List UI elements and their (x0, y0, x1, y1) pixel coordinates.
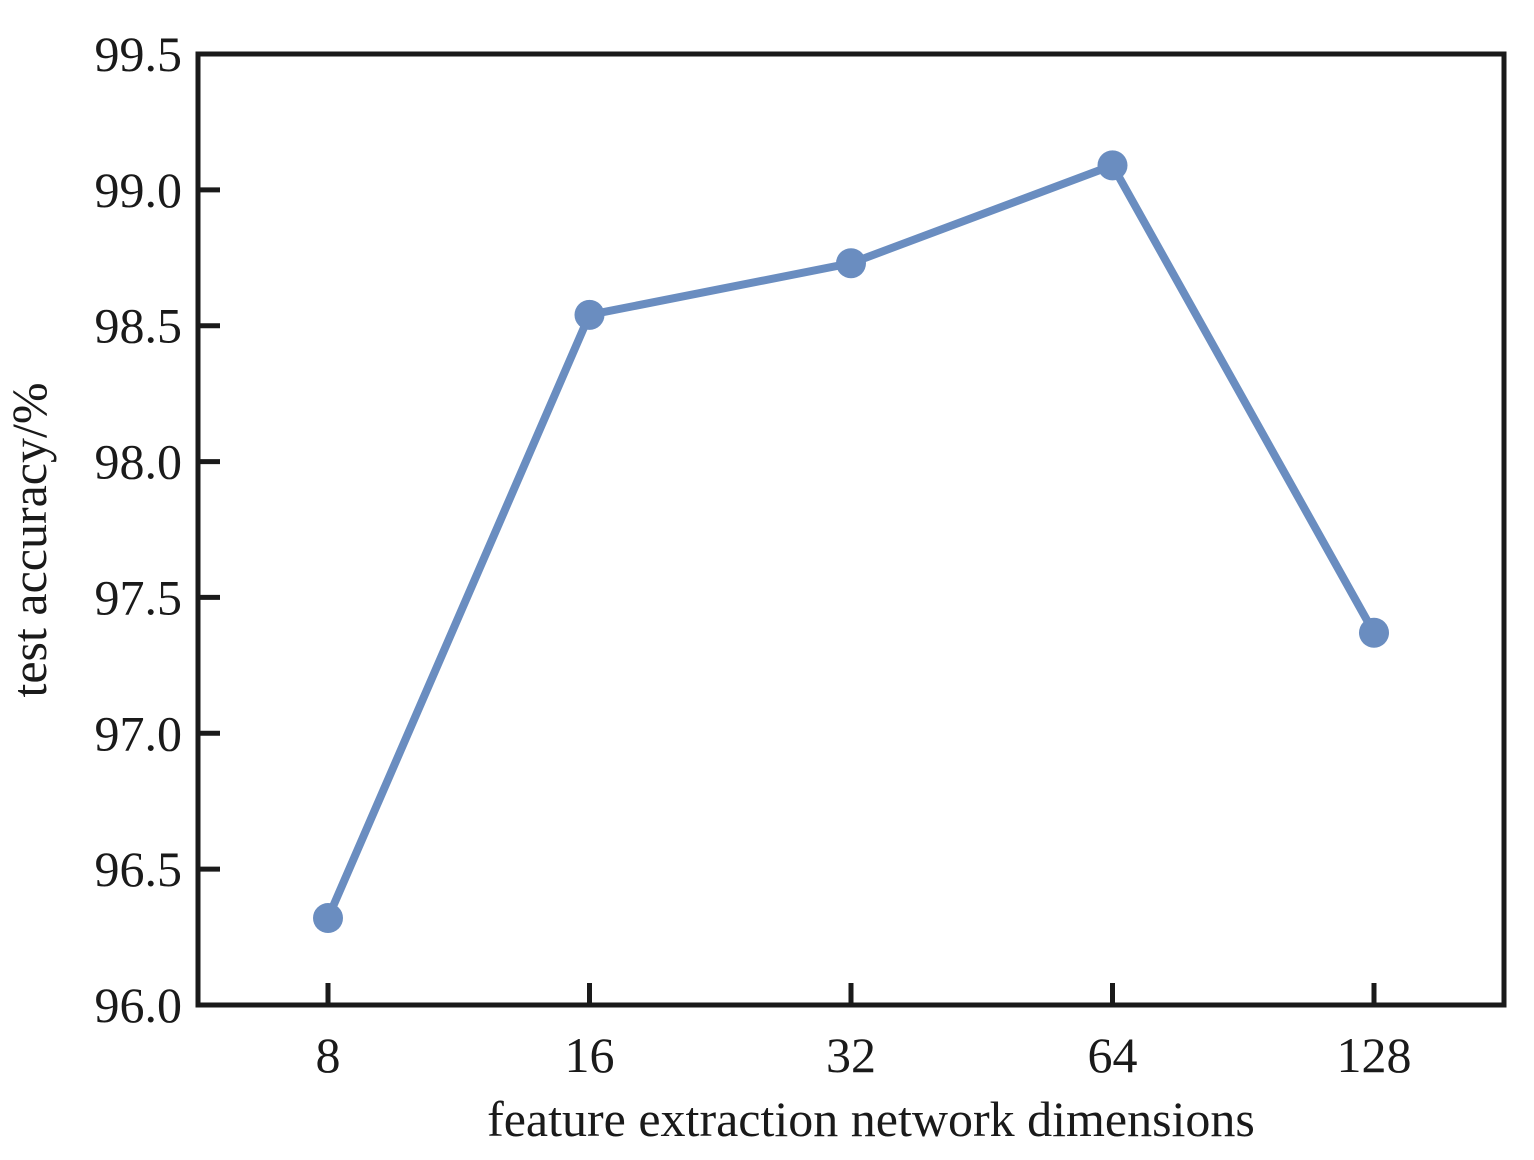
series-points (313, 150, 1389, 934)
y-tick-label: 98.5 (95, 298, 183, 354)
x-tick-label: 16 (565, 1027, 615, 1083)
x-tick-label: 128 (1337, 1027, 1412, 1083)
data-point (836, 248, 866, 279)
data-point (574, 299, 605, 330)
y-axis-title: test accuracy/% (1, 382, 57, 697)
series-line (324, 161, 1378, 923)
x-tick-label: 32 (826, 1027, 876, 1083)
x-tick-label: 64 (1088, 1027, 1138, 1083)
plot-frame (195, 51, 1507, 1008)
y-tick-label: 98.0 (95, 434, 183, 490)
x-tick-label: 8 (316, 1027, 341, 1083)
y-tick-label: 97.0 (95, 705, 183, 761)
x-axis-title: feature extraction network dimensions (487, 1091, 1255, 1147)
y-tick-label: 96.0 (95, 977, 183, 1033)
y-tick-label: 99.5 (95, 26, 183, 82)
y-tick-label: 99.0 (95, 162, 183, 218)
data-point (1359, 617, 1389, 648)
y-tick-label: 97.5 (95, 569, 183, 625)
y-tick-label: 96.5 (95, 841, 183, 897)
y-axis: 96.0 96.5 97.0 97.5 98.0 98.5 99.0 99.5 (95, 26, 220, 1033)
data-point (1097, 150, 1128, 181)
x-axis: 8 16 32 64 128 (316, 983, 1412, 1083)
data-point (313, 903, 343, 934)
